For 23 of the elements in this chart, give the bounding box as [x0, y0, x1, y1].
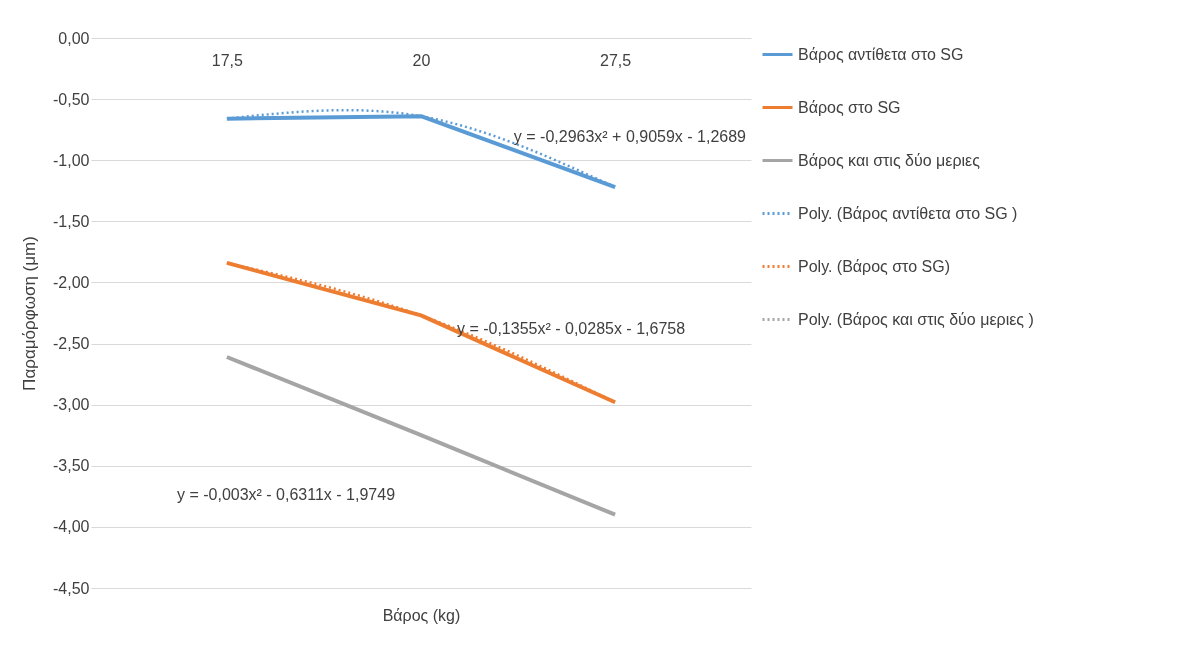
x-axis-title: Βάρος (kg) [382, 606, 461, 624]
y-tick-label: -0,50 [53, 90, 90, 108]
y-tick-label: -4,50 [53, 579, 90, 597]
y-tick-label: -3,50 [53, 457, 90, 475]
legend-label: Βάρος αντίθετα στο SG [798, 45, 964, 63]
y-tick-label: -4,00 [53, 518, 90, 536]
y-tick-label: -2,00 [53, 273, 90, 291]
legend-label: Βάρος και στις δύο μεριες [798, 151, 981, 169]
legend-label: Poly. (Βάρος στο SG) [798, 257, 950, 275]
y-tick-label: -2,50 [53, 335, 90, 353]
legend-label: Βάρος στο SG [798, 98, 901, 116]
y-axis-title: Παραμόρφωση (μm) [20, 236, 40, 391]
x-tick-label: 27,5 [600, 51, 632, 69]
legend-label: Poly. (Βάρος αντίθετα στο SG ) [798, 204, 1018, 222]
y-tick-label: -3,00 [53, 396, 90, 414]
annotation: y = -0,2963x² + 0,9059x - 1,2689 [513, 128, 747, 145]
legend-label: Poly. (Βάρος και στις δύο μεριες ) [798, 310, 1034, 328]
y-tick-label: 0,00 [58, 29, 90, 47]
y-tick-label: -1,50 [53, 212, 90, 230]
x-tick-label: 17,5 [211, 51, 244, 69]
y-tick-label: -1,00 [53, 151, 90, 169]
x-tick-label: 20 [412, 51, 431, 69]
annotation: y = -0,003x² - 0,6311x - 1,9749 [176, 486, 396, 503]
